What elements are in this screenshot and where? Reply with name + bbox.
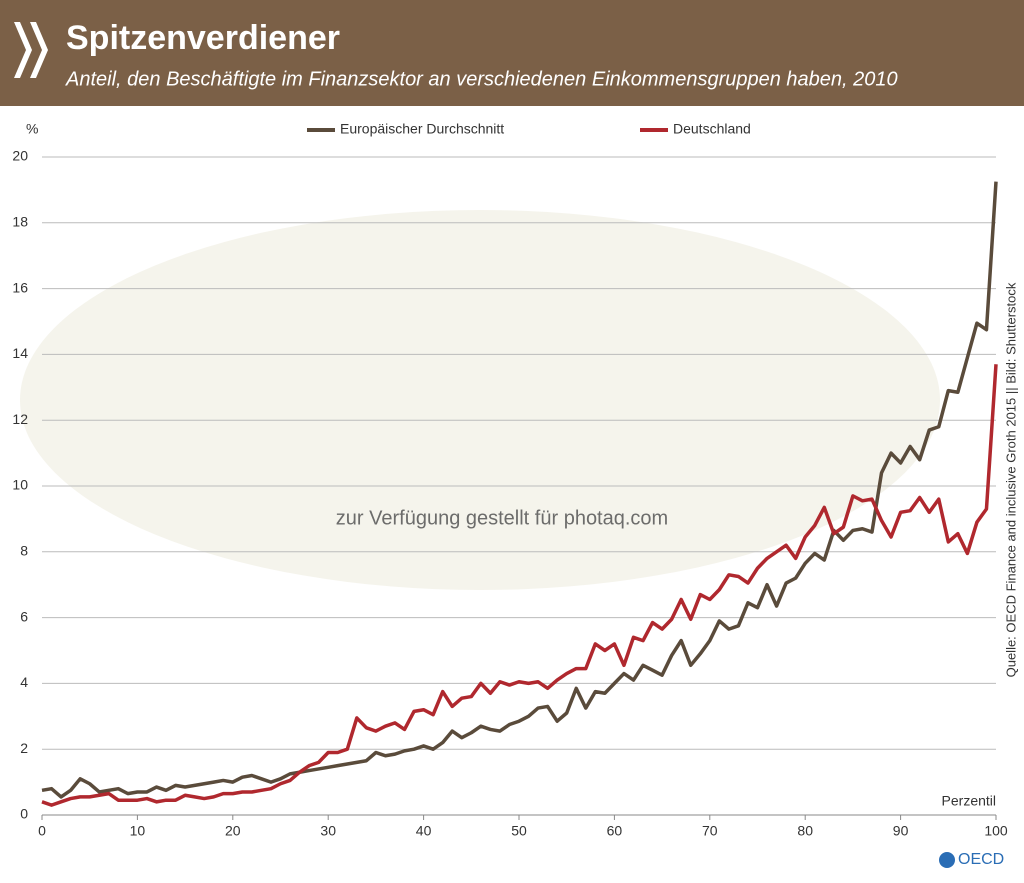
y-tick-label: 18 <box>12 214 28 230</box>
y-tick-label: 16 <box>12 279 28 295</box>
logo-icon <box>939 852 955 868</box>
x-tick-label: 20 <box>225 823 241 839</box>
background-image <box>20 210 940 590</box>
y-tick-label: 14 <box>12 345 28 361</box>
y-tick-label: 12 <box>12 411 28 427</box>
y-tick-label: 8 <box>20 543 28 559</box>
chevron-icon <box>14 22 48 78</box>
y-axis-label: % <box>26 121 38 137</box>
logo-text: OECD <box>958 851 1004 868</box>
legend-label: Europäischer Durchschnitt <box>340 121 504 137</box>
header-bar <box>0 0 1024 106</box>
chart-subtitle: Anteil, den Beschäftigte im Finanzsektor… <box>65 68 898 90</box>
y-tick-label: 2 <box>20 740 28 756</box>
x-tick-label: 90 <box>893 823 909 839</box>
x-tick-label: 40 <box>416 823 432 839</box>
x-axis-label: Perzentil <box>942 793 996 809</box>
data-line <box>41 181 998 799</box>
x-tick-label: 30 <box>320 823 336 839</box>
x-tick-label: 100 <box>984 823 1008 839</box>
y-tick-label: 20 <box>12 148 28 164</box>
y-tick-label: 0 <box>20 806 28 822</box>
y-tick-label: 6 <box>20 608 28 624</box>
legend-label: Deutschland <box>673 121 751 137</box>
watermark: zur Verfügung gestellt für photaq.com <box>336 507 668 529</box>
data-line <box>41 364 998 807</box>
chart-title: Spitzenverdiener <box>66 19 340 57</box>
y-tick-label: 10 <box>12 477 28 493</box>
source-note: Quelle: OECD Finance and inclusive Groth… <box>1003 282 1018 677</box>
x-tick-label: 0 <box>38 823 46 839</box>
y-tick-label: 4 <box>20 674 28 690</box>
x-tick-label: 50 <box>511 823 527 839</box>
x-tick-label: 10 <box>130 823 146 839</box>
x-tick-label: 80 <box>797 823 813 839</box>
x-tick-label: 60 <box>607 823 623 839</box>
x-tick-label: 70 <box>702 823 718 839</box>
